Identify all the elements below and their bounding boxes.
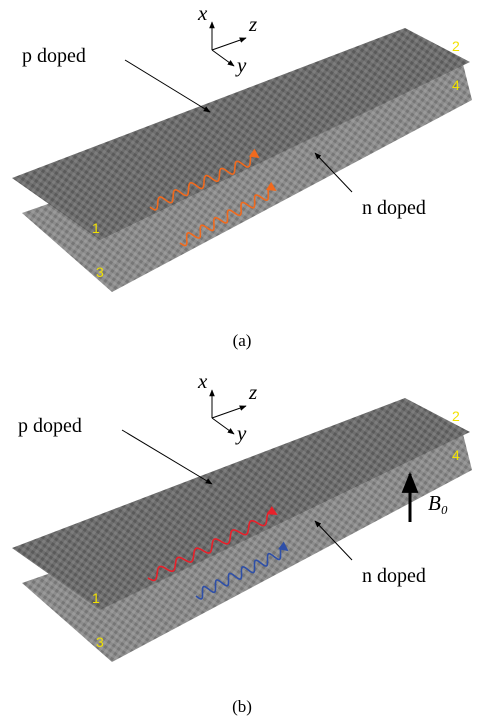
axis-label: z [248, 380, 257, 404]
caption: (a) [233, 331, 252, 350]
corner-label: 3 [96, 634, 104, 650]
axis-label: z [248, 12, 257, 36]
axis-label: x [197, 369, 208, 393]
p-label: p doped [22, 45, 86, 67]
axis-arrow [212, 418, 234, 434]
corner-label: 2 [452, 38, 460, 54]
corner-label: 4 [452, 77, 460, 93]
panel-b: x z y p doped n doped B₀ 1 2 3 4 (b) [12, 369, 472, 716]
axis-arrow [212, 406, 246, 418]
axis-label: y [235, 53, 247, 77]
p-label: p doped [18, 415, 82, 437]
corner-label: 3 [96, 264, 104, 280]
field-label: B₀ [428, 491, 448, 515]
corner-label: 1 [92, 590, 100, 606]
axis-arrow [212, 50, 234, 66]
n-label: n doped [362, 565, 426, 587]
axis-arrow [212, 38, 246, 50]
caption: (b) [232, 697, 252, 716]
corner-label: 1 [92, 220, 100, 236]
axis-label: x [197, 1, 208, 25]
corner-label: 2 [452, 408, 460, 424]
panel-a: x z y p doped n doped 1 2 3 4 (a) [12, 1, 472, 350]
n-label: n doped [362, 197, 426, 219]
pointer [122, 430, 212, 484]
axis-label: y [235, 421, 247, 445]
corner-label: 4 [452, 447, 460, 463]
pointer [125, 60, 210, 112]
figure: x z y p doped n doped 1 2 3 4 (a) x z y … [0, 0, 485, 724]
